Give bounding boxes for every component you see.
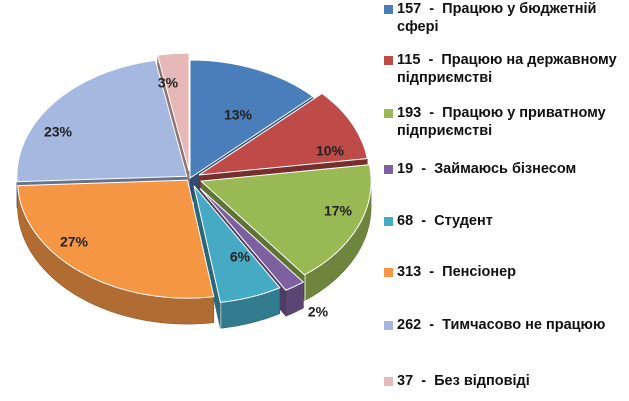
pie-percent-label: 10% bbox=[316, 143, 345, 159]
pie-percent-label: 2% bbox=[308, 304, 329, 320]
legend-category: Працюю на державному підприємстві bbox=[397, 52, 621, 86]
pie-percent-labels: 13% 10% 17% 2% 6% 27% 23% 3% bbox=[44, 75, 353, 320]
legend-category: Займаюсь бізнесом bbox=[430, 161, 577, 177]
legend-swatch bbox=[384, 5, 393, 14]
legend-label: 19 - Займаюсь бізнесом bbox=[397, 160, 629, 178]
legend-separator: - bbox=[425, 264, 439, 280]
legend-item: 115 - Працюю на державному підприємстві bbox=[384, 51, 629, 87]
legend-label: 115 - Працюю на державному підприємстві bbox=[397, 51, 629, 87]
legend-count: 157 bbox=[397, 1, 426, 17]
legend-swatch bbox=[384, 377, 393, 386]
legend-label: 313 - Пенсіонер bbox=[397, 263, 629, 281]
legend-category: Працюю у бюджетній сфері bbox=[397, 1, 601, 35]
legend-separator: - bbox=[425, 105, 439, 121]
legend-swatch bbox=[384, 321, 393, 330]
pie-percent-label: 3% bbox=[158, 75, 179, 91]
legend-count: 68 bbox=[397, 213, 418, 229]
legend-separator: - bbox=[424, 52, 438, 68]
legend-count: 313 bbox=[397, 264, 426, 280]
pie-slice-5 bbox=[193, 185, 281, 303]
pie-percent-label: 17% bbox=[324, 203, 353, 219]
legend-swatch bbox=[384, 268, 393, 277]
pie-slice-3 bbox=[199, 164, 372, 276]
legend-separator: - bbox=[417, 213, 431, 229]
legend-item: 193 - Працюю у приватному підприємстві bbox=[384, 104, 629, 140]
legend-separator: - bbox=[425, 317, 439, 333]
legend-item: 157 - Працюю у бюджетній сфері bbox=[384, 0, 629, 36]
legend-separator: - bbox=[425, 1, 439, 17]
pie-slice-6 bbox=[17, 179, 215, 299]
legend-count: 19 bbox=[397, 161, 418, 177]
legend-item: 68 - Студент bbox=[384, 212, 629, 230]
pie-slice-7 bbox=[16, 59, 188, 183]
legend-swatch bbox=[384, 109, 393, 118]
chart-legend: 157 - Працюю у бюджетній сфері 115 - Прац… bbox=[384, 0, 629, 401]
legend-item: 19 - Займаюсь бізнесом bbox=[384, 160, 629, 178]
pie-slice-2 bbox=[198, 92, 368, 176]
legend-category: Працюю у приватному підприємстві bbox=[397, 105, 610, 139]
legend-item: 37 - Без відповіді bbox=[384, 372, 629, 390]
legend-label: 68 - Студент bbox=[397, 212, 629, 230]
legend-label: 37 - Без відповіді bbox=[397, 372, 629, 390]
legend-count: 193 bbox=[397, 105, 426, 121]
pie-slice-4 bbox=[199, 188, 305, 291]
legend-category: Студент bbox=[430, 213, 493, 229]
legend-count: 37 bbox=[397, 373, 418, 389]
legend-swatch bbox=[384, 165, 393, 174]
legend-count: 115 bbox=[397, 52, 425, 68]
legend-swatch bbox=[384, 217, 393, 226]
legend-label: 157 - Працюю у бюджетній сфері bbox=[397, 0, 629, 36]
pie-percent-label: 23% bbox=[44, 124, 73, 140]
pie-plot-area: 13% 10% 17% 2% 6% 27% 23% 3% bbox=[16, 52, 372, 329]
legend-count: 262 bbox=[397, 317, 426, 333]
legend-swatch bbox=[384, 56, 393, 65]
legend-separator: - bbox=[417, 373, 431, 389]
legend-separator: - bbox=[417, 161, 431, 177]
pie-slice-8 bbox=[156, 52, 190, 172]
legend-category: Пенсіонер bbox=[438, 264, 517, 280]
pie-slice-1 bbox=[189, 59, 314, 179]
pie-percent-label: 27% bbox=[60, 234, 89, 250]
pie-percent-label: 13% bbox=[224, 107, 253, 123]
legend-item: 262 - Тимчасово не працюю bbox=[384, 316, 629, 334]
legend-category: Без відповіді bbox=[430, 373, 530, 389]
legend-item: 313 - Пенсіонер bbox=[384, 263, 629, 281]
legend-label: 193 - Працюю у приватному підприємстві bbox=[397, 104, 629, 140]
legend-category: Тимчасово не працюю bbox=[438, 317, 606, 333]
pie-percent-label: 6% bbox=[230, 249, 251, 265]
legend-label: 262 - Тимчасово не працюю bbox=[397, 316, 629, 334]
pie-tops bbox=[16, 52, 372, 303]
